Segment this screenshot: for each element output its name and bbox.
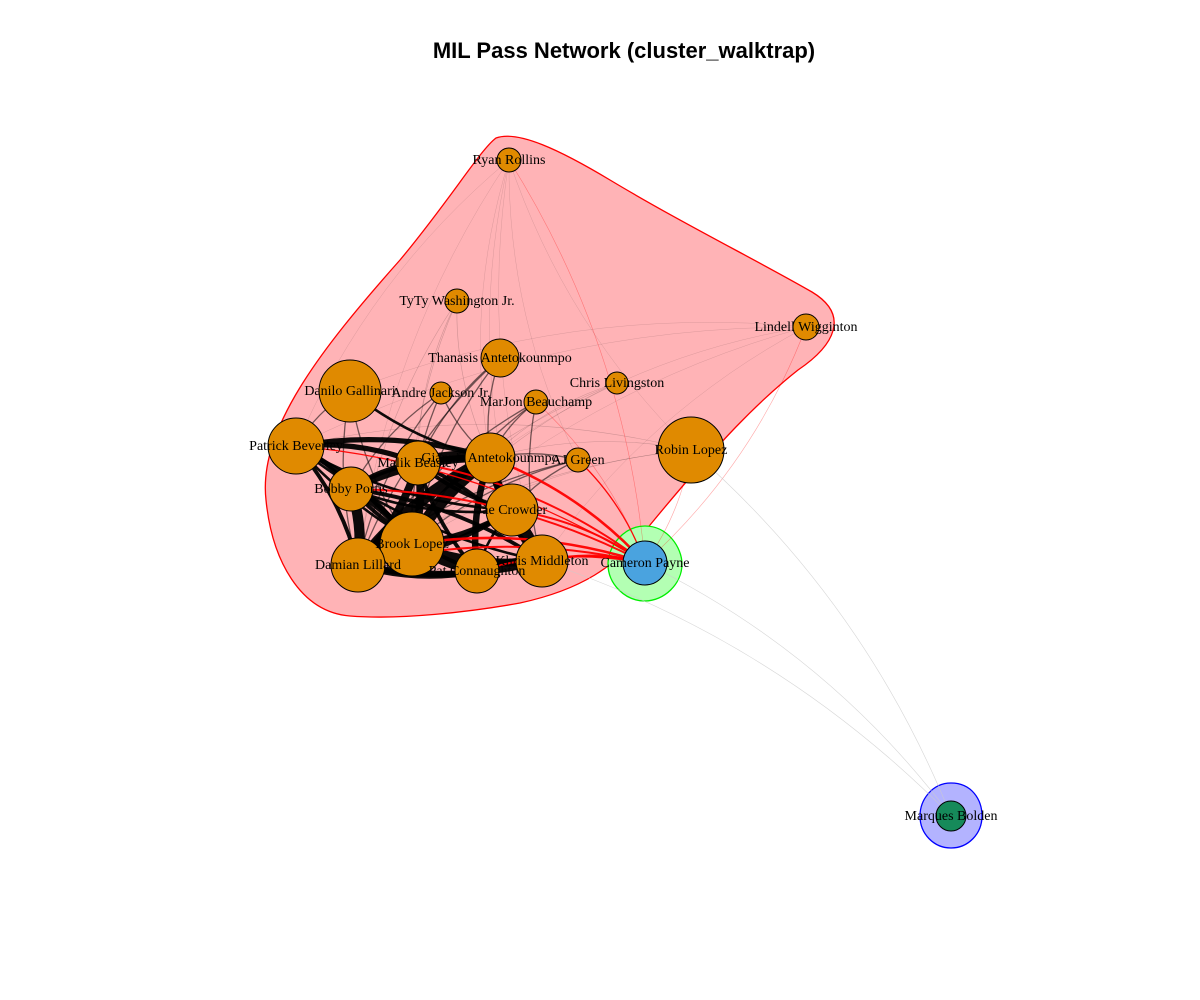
node-label-cameron-payne: Cameron Payne xyxy=(600,556,689,571)
figure-title: MIL Pass Network (cluster_walktrap) xyxy=(433,38,815,63)
node-danilo-gallinari xyxy=(318,359,382,423)
node-robin-lopez xyxy=(657,416,725,484)
node-bobby-portis xyxy=(328,466,374,512)
node-lindell-wigginton xyxy=(792,313,820,341)
edge-lindell-wigginton-to-giannis-antetokounmpo xyxy=(489,326,807,459)
edge-cameron-payne-to-ryan-rollins xyxy=(508,159,646,564)
node-label-khris-middleton: Khris Middleton xyxy=(496,554,589,569)
edge-ryan-rollins-to-damian-lillard xyxy=(357,159,510,566)
node-label-pat-connaughton: Pat Connaughton xyxy=(429,564,526,579)
node-label-marques-bolden: Marques Bolden xyxy=(905,809,998,824)
edge-marques-bolden-to-robin-lopez xyxy=(690,449,952,817)
node-layer xyxy=(267,147,967,832)
edge-robin-lopez-to-patrick-beverley xyxy=(295,423,692,451)
label-layer: Ryan Rollins TyTy Washington Jr. Lindell W… xyxy=(249,153,997,824)
node-patrick-beverley xyxy=(267,417,325,475)
edge-tyty-washington-jr-to-damian-lillard xyxy=(357,300,458,566)
edge-lindell-wigginton-to-khris-middleton xyxy=(541,326,807,562)
node-label-patrick-beverley: Patrick Beverley xyxy=(249,439,343,454)
edge-cameron-payne-to-lindell-wigginton xyxy=(644,326,807,564)
node-andre-jackson-jr xyxy=(429,381,453,405)
node-ryan-rollins xyxy=(496,147,522,173)
node-tyty-washington-jr xyxy=(444,288,470,314)
edge-ryan-rollins-to-robin-lopez xyxy=(508,159,692,451)
node-aj-green xyxy=(565,447,591,473)
node-marjon-beauchamp xyxy=(523,389,549,415)
edge-ryan-rollins-to-patrick-beverley xyxy=(295,159,510,447)
node-label-thanasis-antetokounmpo: Thanasis Antetokounmpo xyxy=(428,351,572,366)
edge-ryan-rollins-to-giannis-antetokounmpo xyxy=(480,159,510,459)
node-label-chris-livingston: Chris Livingston xyxy=(570,376,665,391)
node-label-aj-green: AJ Green xyxy=(551,453,604,468)
edge-lindell-wigginton-to-brook-lopez xyxy=(411,326,807,545)
edge-lindell-wigginton-to-danilo-gallinari xyxy=(349,322,807,392)
node-label-malik-beasley: Malik Beasley xyxy=(377,456,458,471)
node-label-brook-lopez: Brook Lopez xyxy=(375,537,448,552)
node-malik-beasley xyxy=(395,440,441,486)
edge-marques-bolden-to-cameron-payne xyxy=(644,562,952,817)
edge-ryan-rollins-to-aj-green xyxy=(508,159,579,461)
node-chris-livingston xyxy=(605,371,629,395)
node-label-tyty-washington-jr: TyTy Washington Jr. xyxy=(399,294,514,309)
node-brook-lopez xyxy=(379,511,445,577)
node-jae-crowder xyxy=(485,483,539,537)
node-giannis-antetokounmpo xyxy=(464,432,516,484)
node-pat-connaughton xyxy=(454,548,500,594)
node-label-ryan-rollins: Ryan Rollins xyxy=(473,153,546,168)
node-label-giannis-antetokounmpo: Giannis Antetokounmpo xyxy=(421,451,558,466)
edge-cameron-payne-to-patrick-beverley xyxy=(295,445,646,564)
node-damian-lillard xyxy=(330,537,386,593)
node-label-danilo-gallinari: Danilo Gallinari xyxy=(304,384,395,399)
edge-robin-lopez-to-brook-lopez xyxy=(411,449,692,545)
node-label-robin-lopez: Robin Lopez xyxy=(655,443,728,458)
node-thanasis-antetokounmpo xyxy=(480,338,520,378)
node-cameron-payne xyxy=(622,540,668,586)
node-label-andre-jackson-jr: Andre Jackson Jr. xyxy=(391,386,490,401)
node-khris-middleton xyxy=(515,534,569,588)
node-label-jae-crowder: Jae Crowder xyxy=(477,503,548,518)
edge-cameron-payne-to-malik-beasley xyxy=(417,462,646,564)
node-label-marjon-beauchamp: MarJon Beauchamp xyxy=(480,395,592,410)
node-marques-bolden xyxy=(935,800,967,832)
edge-cameron-payne-to-marjon-beauchamp xyxy=(535,401,646,564)
node-label-bobby-portis: Bobby Portis xyxy=(314,482,388,497)
node-label-damian-lillard: Damian Lillard xyxy=(315,558,401,573)
node-label-lindell-wigginton: Lindell Wigginton xyxy=(754,320,857,335)
edge-marques-bolden-to-khris-middleton xyxy=(541,560,952,817)
